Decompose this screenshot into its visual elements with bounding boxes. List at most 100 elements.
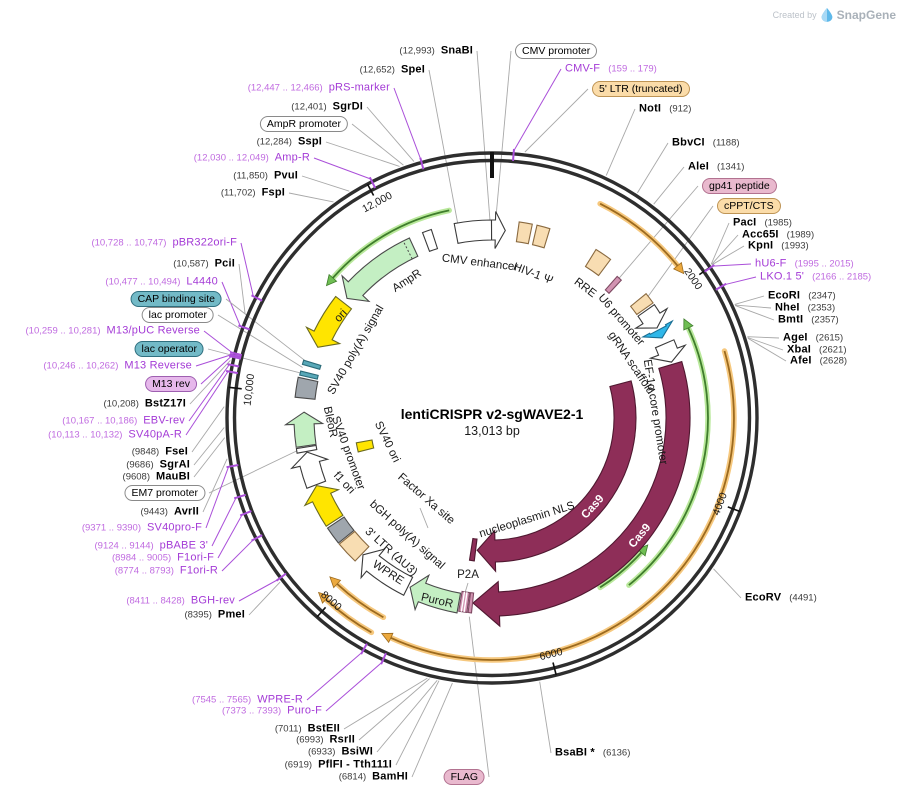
primer-tick-8420[interactable] [275,572,287,582]
label-bamhi[interactable]: (6814) BamHI [339,771,408,784]
label-pflfi-tth111i[interactable]: (6919) PflFI - Tth111I [285,759,392,772]
primer-tick-2005[interactable] [703,264,715,273]
feature-ltr3-du3[interactable] [338,530,370,562]
feature-wpre[interactable] [360,548,414,596]
label-ampr-promoter-box[interactable]: AmpR promoter [259,116,348,132]
feature-cas9[interactable] [472,360,691,628]
primer-tick-8995[interactable] [239,510,252,517]
label-puro-f[interactable]: (7373 .. 7393) Puro-F [222,705,322,718]
label-f1ori-f[interactable]: (8984 .. 9005) F1ori-F [112,552,214,565]
label-bsteii[interactable]: (7011) BstEII [275,723,340,736]
label-sgrai[interactable]: (9686) SgrAI [126,459,190,472]
label-pmei[interactable]: (8395) PmeI [184,609,245,622]
label-spei[interactable]: (12,652) SpeI [360,64,425,77]
label-ecorv[interactable]: EcoRV (4491) [745,592,817,605]
label-alei[interactable]: AleI (1341) [688,161,744,174]
label-pbabe-3[interactable]: (9124 .. 9144) pBABE 3' [95,540,209,553]
feature-ori[interactable] [305,295,353,348]
feature-em7-promoter[interactable] [295,444,318,454]
feature-hiv1-psi-b[interactable] [531,224,551,249]
label-gp41-box[interactable]: gp41 peptide [702,178,777,194]
label-maubi[interactable]: (9608) MauBI [123,471,190,484]
label-prs-marker[interactable]: (12,447 .. 12,466) pRS-marker [248,82,390,95]
primer-tick-7383[interactable] [380,652,387,665]
primer-tick-169[interactable] [512,148,515,161]
feature-sv40-ori[interactable] [355,439,375,453]
label-bgh-rev[interactable]: (8411 .. 8428) BGH-rev [126,595,235,608]
feature-f1-ori[interactable] [303,484,344,527]
feature-bgh-pa[interactable] [326,516,355,544]
label-kpni[interactable]: KpnI (1993) [748,240,809,253]
label-pvui[interactable]: (11,850) PvuI [233,170,298,183]
primer-tick-9380[interactable] [226,464,239,469]
label-nhei[interactable]: NheI (2353) [775,302,835,315]
label-bstz17i[interactable]: (10,208) BstZ17I [103,398,186,411]
label-lko1-5[interactable]: LKO.1 5' (2166 .. 2185) [760,271,871,284]
primer-tick-12456[interactable] [419,157,425,170]
label-flag-box[interactable]: FLAG [443,769,485,785]
feature-cas9-inner[interactable] [476,380,637,573]
feature-ampr-promoter[interactable] [421,228,439,253]
label-fspi[interactable]: (11,702) FspI [221,187,285,200]
primer-tick-10270[interactable] [229,351,243,357]
label-afei[interactable]: AfeI (2628) [790,355,847,368]
primer-tick-8783[interactable] [251,534,263,542]
feature-cmv-promoter[interactable] [490,211,506,249]
feature-puror[interactable] [409,573,462,614]
label-hu6-f[interactable]: hU6-F (1995 .. 2015) [755,258,854,271]
label-sspi[interactable]: (12,284) SspI [257,136,322,149]
feature-sv40-pa[interactable] [294,376,319,400]
label-bbvci[interactable]: BbvCI (1188) [672,137,740,150]
label-bsabi[interactable]: BsaBI * (6136) [555,747,630,760]
label-cap-box[interactable]: CAP binding site [130,291,222,307]
label-agei[interactable]: AgeI (2615) [783,332,843,345]
label-bsiwi[interactable]: (6933) BsiWI [308,746,373,759]
label-paci[interactable]: PacI (1985) [733,217,792,230]
label-rsrii[interactable]: (6993) RsrII [296,734,355,747]
primer-tick-10737[interactable] [251,294,263,302]
primer-tick-9134[interactable] [233,493,246,500]
feature-hiv1-psi-a[interactable] [515,221,533,245]
label-sgrdi[interactable]: (12,401) SgrDI [291,101,363,114]
feature-nucleoplasmin-nls[interactable] [468,537,478,562]
primer-tick-10176[interactable] [227,363,240,368]
primer-tick-10240[interactable] [228,355,242,360]
label-ltr5-box[interactable]: 5' LTR (truncated) [592,81,690,97]
label-ecori[interactable]: EcoRI (2347) [768,290,836,303]
label-xbai[interactable]: XbaI (2621) [787,344,847,357]
label-cmv-f[interactable]: CMV-F (159 .. 179) [565,63,657,76]
feature-ef1a-core-promoter[interactable] [648,339,687,363]
label-acc65i[interactable]: Acc65I (1989) [742,229,814,242]
primer-tick-2175[interactable] [715,282,727,291]
label-m13-puc-reverse[interactable]: (10,259 .. 10,281) M13/pUC Reverse [26,325,200,338]
label-wpre-r[interactable]: (7545 .. 7565) WPRE-R [192,694,303,707]
label-lac-promoter-box[interactable]: lac promoter [141,307,214,323]
feature-cppt-cts[interactable] [629,292,654,316]
label-f1ori-r[interactable]: (8774 .. 8793) F1ori-R [115,565,218,578]
primer-tick-10122[interactable] [225,370,239,375]
label-fsei[interactable]: (9848) FseI [132,446,188,459]
feature-u6-promoter[interactable] [633,303,669,329]
label-m13-reverse[interactable]: (10,246 .. 10,262) M13 Reverse [43,360,192,373]
feature-grna-scaffold[interactable] [640,319,674,339]
label-sv40pa-r[interactable]: (10,113 .. 10,132) SV40pA-R [48,429,182,442]
label-avrii[interactable]: (9443) AvrII [140,506,199,519]
feature-lac-operator[interactable] [299,370,319,380]
label-lac-operator-box[interactable]: lac operator [134,341,204,357]
feature-cmv-enhancer[interactable] [453,219,493,244]
label-cmv-promoter-box[interactable]: CMV promoter [515,43,598,59]
primer-tick-10485[interactable] [238,324,251,331]
feature-rre[interactable] [584,248,612,277]
label-em7-box[interactable]: EM7 promoter [124,485,205,501]
label-ebv-rev[interactable]: (10,167 .. 10,186) EBV-rev [62,415,185,428]
feature-sv40-promoter[interactable] [290,451,330,490]
label-l4440[interactable]: (10,477 .. 10,494) L4440 [105,276,218,289]
label-pbr322ori-f[interactable]: (10,728 .. 10,747) pBR322ori-F [91,237,237,250]
feature-bleor[interactable] [283,411,325,448]
feature-flag-tag[interactable] [467,592,475,614]
label-snabi[interactable]: (12,993) SnaBI [399,45,473,58]
label-m13-rev-box[interactable]: M13 rev [145,376,197,392]
primer-tick-7555[interactable] [360,643,368,655]
label-cppt-box[interactable]: cPPT/CTS [717,198,781,214]
primer-tick-12040[interactable] [368,176,377,189]
